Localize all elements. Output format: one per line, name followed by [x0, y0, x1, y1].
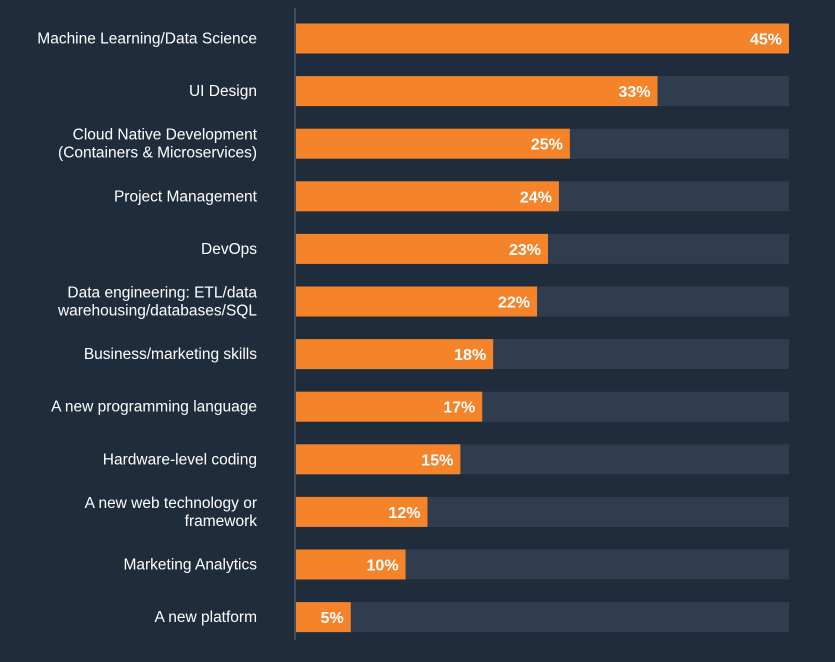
bar-value-label: 15%	[421, 452, 453, 469]
category-label: A new platform	[154, 609, 257, 626]
bar-value-label: 10%	[367, 558, 399, 575]
bar-value-label: 25%	[531, 137, 563, 154]
bar	[296, 286, 538, 317]
bar-value-label: 45%	[750, 32, 782, 49]
category-label: Business/marketing skills	[84, 346, 257, 363]
category-label: DevOps	[201, 241, 257, 258]
bar	[296, 549, 406, 580]
category-label: UI Design	[189, 83, 257, 100]
category-label: Machine Learning/Data Science	[37, 31, 257, 48]
bar-track	[296, 602, 789, 633]
bar-value-label: 33%	[619, 84, 651, 101]
bar	[296, 76, 658, 107]
bar	[296, 602, 351, 633]
bar	[296, 444, 461, 475]
category-label: A new programming language	[51, 399, 257, 416]
bar	[296, 23, 789, 54]
bar-value-label: 12%	[388, 505, 420, 522]
bar-value-label: 23%	[509, 242, 541, 259]
bar	[296, 233, 548, 264]
bar	[296, 391, 483, 422]
bar-value-label: 18%	[454, 347, 486, 364]
category-label: framework	[185, 513, 258, 530]
bar	[296, 339, 494, 370]
bar	[296, 181, 559, 212]
category-label: A new web technology or	[85, 495, 257, 512]
bar-value-label: 22%	[498, 295, 530, 312]
category-label: Cloud Native Development	[73, 127, 258, 144]
bar	[296, 128, 570, 159]
bar-value-label: 24%	[520, 189, 552, 206]
category-label: (Containers & Microservices)	[58, 145, 257, 162]
category-label: Data engineering: ETL/data	[67, 285, 257, 302]
category-label: warehousing/databases/SQL	[57, 303, 257, 320]
bar-value-label: 17%	[443, 400, 475, 417]
bar	[296, 496, 428, 527]
category-label: Hardware-level coding	[103, 451, 257, 468]
category-label: Marketing Analytics	[123, 557, 257, 574]
bar-value-label: 5%	[321, 610, 344, 627]
category-label: Project Management	[114, 188, 258, 205]
